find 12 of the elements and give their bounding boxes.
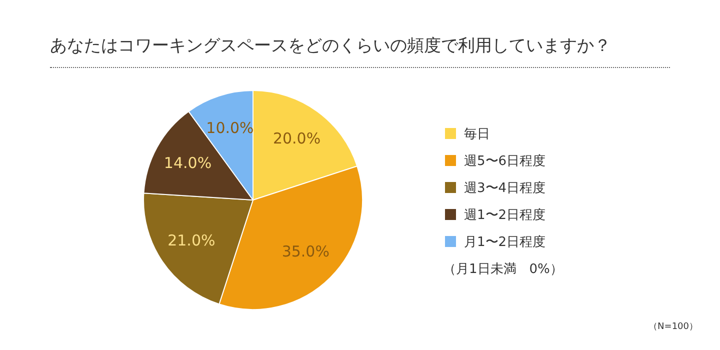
- legend-label: 毎日: [464, 126, 490, 142]
- text: （N=100）: [648, 321, 698, 333]
- data-label: 21.0%: [168, 232, 216, 250]
- chart-title: あなたはコワーキングスペースをどのくらいの頻度で利用していますか？: [50, 34, 670, 68]
- data-label: 14.0%: [164, 154, 212, 172]
- legend-label: 週1〜2日程度: [464, 206, 546, 224]
- legend-label: 週3〜4日程度: [464, 180, 546, 196]
- data-label: 20.0%: [272, 130, 321, 148]
- data-label: 35.0%: [282, 242, 330, 261]
- text: （月1日未満 0%）: [443, 261, 563, 278]
- legend-label: 月1〜2日程度: [464, 234, 546, 250]
- legend-label: 週5〜6日程度: [464, 152, 546, 170]
